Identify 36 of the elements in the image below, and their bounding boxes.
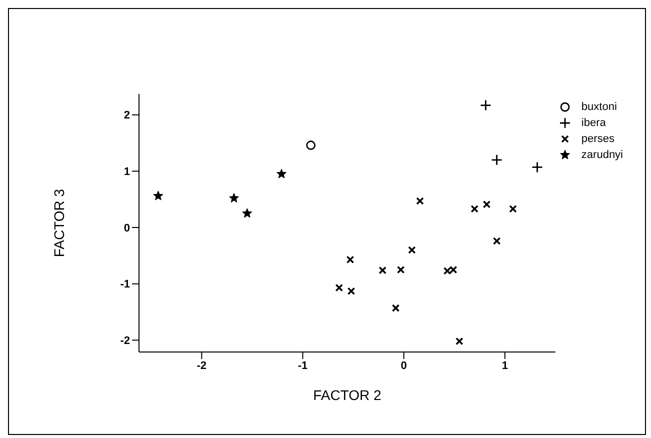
- point: [509, 205, 517, 213]
- x-tick-label: -2: [196, 360, 207, 372]
- y-tick-label: 2: [124, 110, 130, 122]
- point: [532, 162, 543, 173]
- point: [335, 284, 344, 292]
- point: [229, 192, 240, 203]
- point: [482, 200, 491, 208]
- point: [480, 100, 492, 111]
- y-tick-label: -1: [120, 278, 130, 291]
- point: [396, 266, 405, 274]
- point: [347, 287, 356, 296]
- legend-label: ibera: [581, 116, 606, 128]
- legend-label: buxtoni: [581, 100, 617, 112]
- y-tick-label: -2: [120, 335, 130, 348]
- point: [153, 190, 164, 200]
- point: [491, 154, 502, 166]
- point: [378, 266, 386, 274]
- point: [242, 208, 252, 218]
- point: [408, 246, 416, 254]
- y-axis-title: FACTOR 3: [50, 188, 67, 258]
- legend-label: perses: [581, 132, 614, 144]
- point: [306, 140, 316, 150]
- x-tick-label: 1: [502, 360, 508, 372]
- y-tick-label: 0: [124, 222, 130, 234]
- point: [392, 304, 400, 312]
- point: [470, 205, 478, 213]
- point: [346, 256, 354, 264]
- y-tick-label: 1: [124, 166, 130, 178]
- legend-label: zarudnyi: [581, 148, 623, 160]
- x-axis-title: FACTOR 2: [313, 387, 382, 403]
- point: [276, 168, 287, 178]
- point: [416, 197, 424, 205]
- x-tick-label: 0: [400, 360, 407, 372]
- point: [492, 237, 501, 245]
- x-tick-label: -1: [298, 360, 308, 372]
- point: [456, 337, 464, 346]
